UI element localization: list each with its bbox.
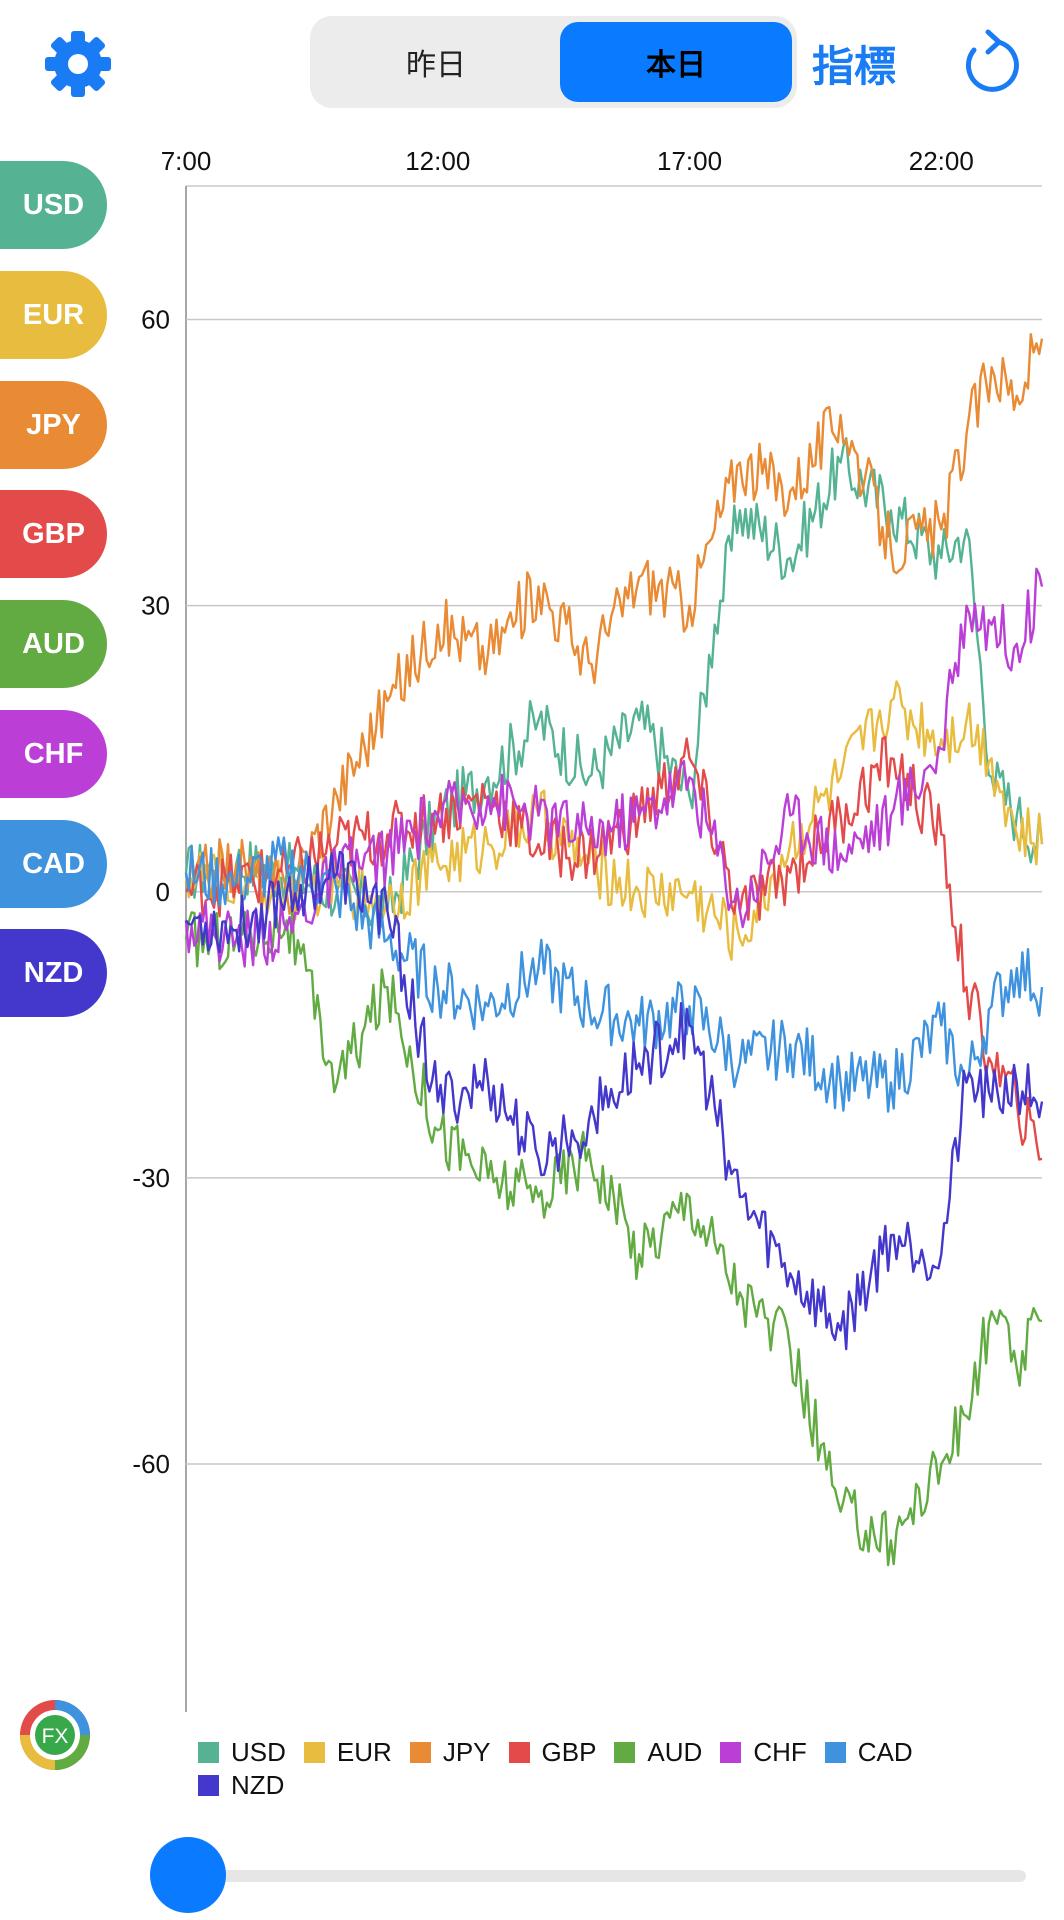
legend-item-eur: EUR: [303, 1736, 392, 1769]
y-tick-label: -60: [132, 1449, 170, 1479]
legend-swatch: [409, 1742, 431, 1763]
legend-label: GBP: [541, 1737, 597, 1767]
currency-pill-cad[interactable]: CAD: [0, 820, 107, 908]
legend-item-gbp: GBP: [508, 1736, 597, 1769]
currency-pill-nzd[interactable]: NZD: [0, 929, 107, 1017]
currency-pill-gbp[interactable]: GBP: [0, 490, 107, 578]
currency-pill-usd[interactable]: USD: [0, 161, 107, 249]
legend-swatch: [720, 1742, 742, 1763]
strength-line-chart: 60 30 0 -30 -60 7:00 12:00 17:00 22:00: [132, 146, 1044, 1712]
y-tick-label: 0: [156, 877, 170, 907]
legend-item-chf: CHF: [720, 1736, 807, 1769]
legend-swatch: [824, 1742, 846, 1763]
fx-logo: FX: [18, 1698, 92, 1772]
currency-pill-aud[interactable]: AUD: [0, 600, 107, 688]
settings-gear-icon[interactable]: [42, 28, 114, 100]
series-line-chf: [184, 567, 1044, 968]
currency-pill-jpy[interactable]: JPY: [0, 381, 107, 469]
x-tick-label: 17:00: [657, 146, 722, 176]
legend-item-nzd: NZD: [198, 1769, 284, 1802]
currency-pill-chf[interactable]: CHF: [0, 710, 107, 798]
segment-yesterday[interactable]: 昨日: [406, 48, 466, 83]
chart-legend: USD EUR JPY GBP AUD CHF CAD NZD: [198, 1736, 1018, 1802]
legend-label: CAD: [857, 1737, 913, 1767]
legend-swatch: [198, 1742, 219, 1763]
day-segmented-control: 昨日 本日: [310, 16, 797, 108]
legend-label: NZD: [231, 1770, 285, 1800]
x-tick-label: 12:00: [405, 146, 470, 176]
y-tick-label: -30: [132, 1163, 170, 1193]
svg-text:FX: FX: [42, 1725, 69, 1748]
x-tick-label: 7:00: [161, 146, 212, 176]
legend-label: CHF: [753, 1737, 807, 1767]
legend-swatch: [614, 1742, 636, 1763]
legend-label: AUD: [647, 1737, 703, 1767]
legend-item-aud: AUD: [614, 1736, 702, 1769]
legend-item-usd: USD: [198, 1736, 286, 1769]
legend-item-jpy: JPY: [409, 1736, 491, 1769]
time-slider-track[interactable]: [190, 1870, 1026, 1882]
legend-swatch: [198, 1775, 219, 1796]
legend-label: USD: [231, 1737, 286, 1767]
top-bar: 昨日 本日 指標: [0, 0, 1064, 130]
legend-swatch: [508, 1742, 530, 1763]
legend-label: EUR: [336, 1737, 392, 1767]
y-tick-label: 30: [141, 591, 170, 621]
legend-label: JPY: [442, 1737, 491, 1767]
series-line-nzd: [185, 850, 1044, 1351]
series-line-aud: [184, 905, 1043, 1567]
x-tick-label: 22:00: [909, 146, 974, 176]
indicator-button[interactable]: 指標: [812, 41, 897, 91]
currency-pill-eur[interactable]: EUR: [0, 271, 107, 359]
y-tick-label: 60: [141, 305, 170, 335]
series-line-gbp: [185, 736, 1043, 1161]
refresh-icon[interactable]: [960, 24, 1024, 96]
time-slider-thumb[interactable]: [150, 1837, 226, 1913]
legend-swatch: [303, 1742, 325, 1763]
segment-today[interactable]: 本日: [560, 22, 792, 102]
legend-item-cad: CAD: [824, 1736, 913, 1769]
